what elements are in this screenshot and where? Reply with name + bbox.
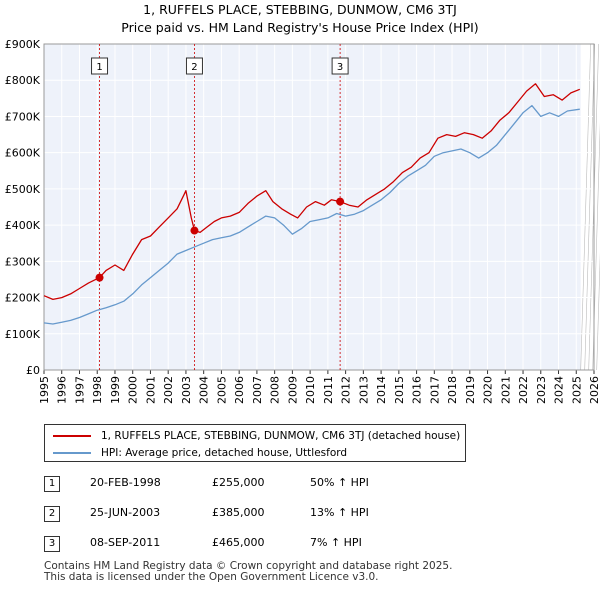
x-tick-label: 2024 [553, 376, 566, 404]
future-zone [580, 44, 594, 370]
x-tick-label: 2008 [269, 376, 282, 404]
sale-marker-label: 1 [96, 62, 102, 73]
x-tick-label: 2006 [233, 376, 246, 404]
y-tick-label: £800K [5, 74, 41, 87]
footer-line-1: Contains HM Land Registry data © Crown c… [44, 560, 453, 572]
x-tick-label: 1998 [91, 376, 104, 404]
x-tick-label: 2014 [375, 376, 388, 404]
sale-marker-badge [91, 57, 109, 75]
sale-number-badge: 2 [44, 506, 60, 522]
sale-point [95, 273, 104, 282]
sale-hpi-change: 7% ↑ HPI [310, 536, 362, 549]
x-tick-label: 2005 [215, 376, 228, 404]
footer-line-2: This data is licensed under the Open Gov… [44, 571, 379, 583]
x-tick-label: 1995 [38, 376, 51, 404]
x-tick-label: 1999 [109, 376, 122, 404]
x-tick-label: 2023 [535, 376, 548, 404]
y-tick-label: £500K [5, 183, 41, 196]
x-tick-label: 2025 [570, 376, 583, 404]
legend-item-property: 1, RUFFELS PLACE, STEBBING, DUNMOW, CM6 … [53, 428, 460, 444]
chart-subtitle: Price paid vs. HM Land Registry's House … [121, 20, 479, 35]
legend-swatch-property [53, 435, 91, 437]
sale-date: 25-JUN-2003 [90, 506, 161, 519]
x-tick-label: 2001 [144, 376, 157, 404]
y-tick-label: £0 [26, 364, 40, 377]
x-tick-label: 2000 [127, 376, 140, 404]
x-tick-label: 2004 [198, 376, 211, 404]
x-tick-label: 2020 [482, 376, 495, 404]
sale-point [336, 197, 345, 206]
sale-date: 20-FEB-1998 [90, 476, 161, 489]
sale-marker-badge [331, 57, 349, 75]
x-tick-label: 2019 [464, 376, 477, 404]
price-chart: £0 £100K £200K £300K £400K £500K £600K £700K £80… [5, 38, 600, 404]
sale-date: 08-SEP-2011 [90, 536, 161, 549]
chart-title: 1, RUFFELS PLACE, STEBBING, DUNMOW, CM6 … [143, 2, 457, 17]
x-tick-label: 2012 [340, 376, 353, 404]
x-tick-label: 2016 [411, 376, 424, 404]
x-tick-label: 2010 [304, 376, 317, 404]
sale-number-badge: 3 [44, 536, 60, 552]
y-tick-label: £900K [5, 38, 41, 51]
legend-label-hpi: HPI: Average price, detached house, Uttl… [101, 447, 348, 459]
x-tick-label: 2017 [428, 376, 441, 404]
future-hatch-line [584, 43, 595, 371]
sale-number-badge: 1 [44, 476, 60, 492]
future-hatch-line [580, 43, 591, 371]
x-tick-label: 2003 [180, 376, 193, 404]
sale-price: £255,000 [212, 476, 265, 489]
plot-area [44, 44, 594, 370]
x-tick-label: 2011 [322, 376, 335, 404]
y-tick-label: £100K [5, 328, 41, 341]
x-tick-label: 1997 [73, 376, 86, 404]
chart-legend: 1, RUFFELS PLACE, STEBBING, DUNMOW, CM6 … [44, 424, 466, 462]
sale-price: £465,000 [212, 536, 265, 549]
sale-marker-label: 2 [191, 62, 197, 73]
y-tick-label: £400K [5, 219, 41, 232]
x-tick-label: 1996 [56, 376, 69, 404]
x-tick-label: 2018 [446, 376, 459, 404]
x-tick-label: 2013 [357, 376, 370, 404]
plot-border [43, 43, 595, 371]
x-tick-label: 2015 [393, 376, 406, 404]
sale-price: £385,000 [212, 506, 265, 519]
future-hatch-line [596, 252, 600, 371]
sale-point [190, 226, 199, 235]
property-price-line [43, 83, 581, 301]
y-tick-label: £700K [5, 110, 41, 123]
hpi-line [43, 104, 580, 325]
legend-label-property: 1, RUFFELS PLACE, STEBBING, DUNMOW, CM6 … [101, 430, 461, 442]
sale-marker-label: 3 [337, 62, 343, 73]
sale-hpi-change: 13% ↑ HPI [310, 506, 369, 519]
x-tick-label: 2026 [588, 376, 600, 404]
y-tick-label: £300K [5, 255, 41, 268]
sale-marker-badge [185, 57, 203, 75]
sale-hpi-change: 50% ↑ HPI [310, 476, 369, 489]
y-tick-label: £600K [5, 147, 41, 160]
x-tick-label: 2009 [286, 376, 299, 404]
x-tick-label: 2022 [517, 376, 530, 404]
y-tick-label: £200K [5, 292, 41, 305]
legend-swatch-hpi [53, 452, 91, 454]
x-tick-label: 2007 [251, 376, 264, 404]
footer-attribution: Contains HM Land Registry data © Crown c… [44, 561, 452, 583]
x-tick-label: 2021 [499, 376, 512, 404]
x-tick-label: 2002 [162, 376, 175, 404]
legend-item-hpi: HPI: Average price, detached house, Uttl… [53, 445, 347, 461]
